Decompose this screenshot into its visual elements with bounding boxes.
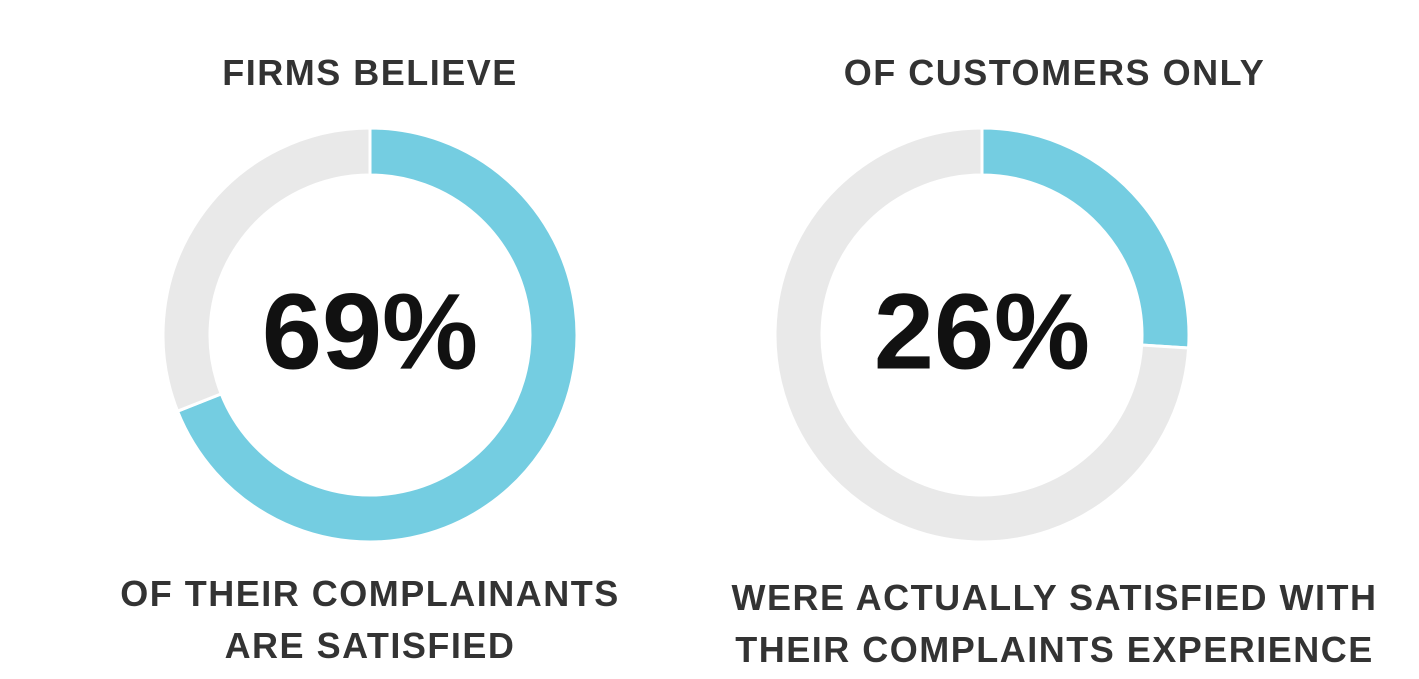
donut-panel-firms: FIRMS BELIEVE 69% OF THEIR COMPLAINANTS … — [0, 52, 740, 672]
caption-line: THEIR COMPLAINTS EXPERIENCE — [735, 629, 1374, 670]
center-value-label: 26% — [874, 271, 1090, 392]
chart-title: OF CUSTOMERS ONLY — [843, 52, 1266, 93]
chart-caption: WERE ACTUALLY SATISFIED WITH THEIR COMPL… — [690, 572, 1419, 676]
donut-slice-remainder — [773, 126, 1191, 544]
donut-chart-customers: 26% — [773, 126, 1191, 544]
caption-line: WERE ACTUALLY SATISFIED WITH — [731, 577, 1378, 618]
donut-chart-firms: 69% — [161, 126, 579, 544]
caption-line: ARE SATISFIED — [224, 625, 516, 666]
donut-slice-remainder — [161, 126, 372, 414]
donut-panel-customers: OF CUSTOMERS ONLY 26% WERE ACTUALLY SATI… — [690, 0, 1419, 679]
center-value-label: 69% — [262, 271, 478, 392]
chart-title: FIRMS BELIEVE — [222, 52, 518, 93]
donut-slice-value — [175, 126, 579, 544]
chart-caption: OF THEIR COMPLAINANTS ARE SATISFIED — [0, 568, 740, 672]
caption-line: OF THEIR COMPLAINANTS — [120, 573, 620, 614]
